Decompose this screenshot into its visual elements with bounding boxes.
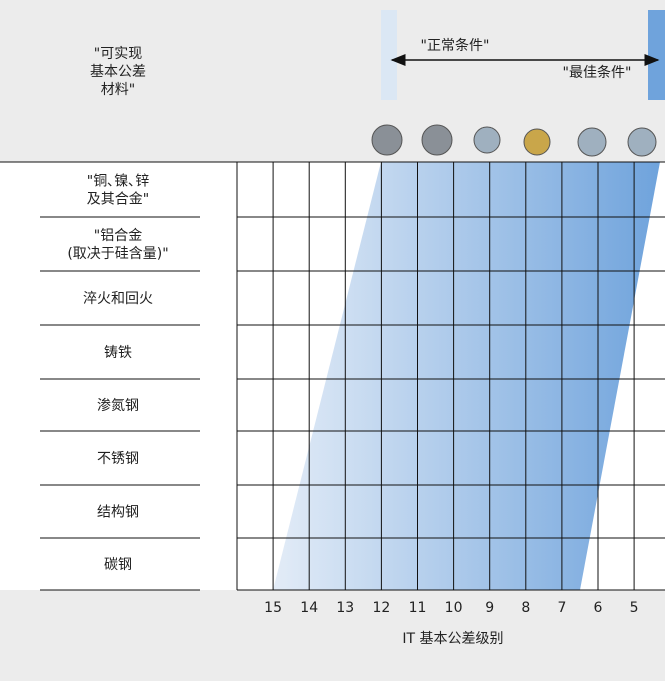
- row-label: 淬火和回火: [83, 291, 153, 307]
- axis-tick: 12: [372, 600, 390, 616]
- normal-label: "正常条件": [421, 37, 490, 54]
- axis-tick: 6: [594, 600, 603, 616]
- best-label: "最佳条件": [563, 64, 632, 81]
- row-label: 结构钢: [97, 505, 139, 521]
- tool-icons: [371, 124, 657, 157]
- axis-tick: 8: [521, 600, 530, 616]
- row-label: "铜､镍､锌: [87, 174, 149, 190]
- axis-tick: 13: [336, 600, 354, 616]
- axis-tick: 7: [557, 600, 566, 616]
- row-label: (取决于硅含量)": [67, 246, 168, 262]
- axis-tick: 15: [264, 600, 282, 616]
- row-label: 及其合金": [87, 192, 149, 208]
- header-label: 材料": [101, 82, 135, 98]
- header-label: "可实现: [94, 46, 142, 62]
- header-label: 基本公差: [90, 63, 146, 80]
- row-label: 渗氮钢: [97, 398, 139, 414]
- tolerance-band: [273, 162, 660, 590]
- axis-tick: 9: [485, 600, 494, 616]
- axis-tick: 5: [630, 600, 639, 616]
- row-label: 不锈钢: [97, 451, 139, 467]
- axis-tick: 10: [445, 600, 463, 616]
- row-label: 铸铁: [104, 345, 132, 361]
- axis-tick: 14: [300, 600, 318, 616]
- normal-strip: [381, 10, 397, 100]
- row-label: 碳钢: [104, 557, 132, 573]
- axis-tick: 11: [409, 600, 427, 616]
- axis-title: IT 基本公差级别: [402, 630, 503, 647]
- row-label: "铝合金: [94, 228, 142, 244]
- best-strip: [648, 10, 665, 100]
